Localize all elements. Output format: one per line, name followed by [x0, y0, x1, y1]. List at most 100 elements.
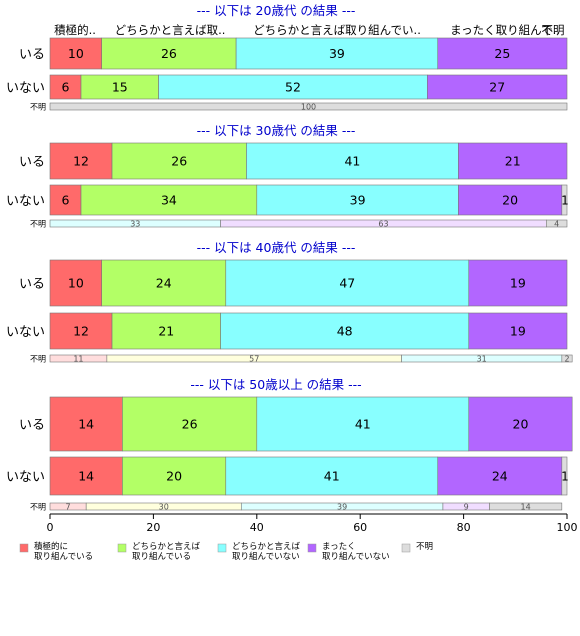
unknown-bar-value-label: 30 [159, 503, 169, 512]
bar-value-label: 26 [161, 46, 177, 61]
bar-segment [225, 259, 470, 307]
bar-segment [101, 259, 227, 307]
bar-value-label: 19 [510, 324, 526, 339]
bar-segment [49, 312, 113, 350]
bar-value-label: 10 [68, 46, 84, 61]
legend-swatch [217, 543, 227, 553]
legend-label: どちらかと言えば [232, 541, 301, 552]
bar-value-label: 47 [339, 276, 355, 291]
unknown-row-label: 不明 [30, 103, 46, 112]
bar-value-label: 26 [171, 154, 187, 169]
bar-value-label: 41 [355, 417, 371, 432]
row-label: いる [19, 48, 45, 63]
unknown-bar-value-label: 63 [378, 220, 388, 229]
row-label: いない [6, 194, 45, 209]
row-label: いる [19, 418, 45, 433]
legend-swatch [401, 543, 411, 553]
header-category-label: 積極的.. [54, 23, 96, 37]
bar-value-label: 1 [561, 194, 569, 208]
legend-label: まったく [322, 542, 356, 552]
bar-segment [468, 312, 568, 350]
unknown-row-label: 不明 [30, 503, 46, 512]
legend-label: どちらかと言えば [132, 541, 201, 552]
bar-value-label: 21 [505, 154, 521, 169]
legend-swatch [117, 543, 127, 553]
x-tick-label: 100 [557, 521, 578, 534]
bar-value-label: 39 [350, 193, 366, 208]
bar-value-label: 1 [561, 470, 569, 484]
group-title: --- 以下は 40歳代 の結果 --- [197, 240, 356, 255]
legend-label: 不明 [416, 542, 433, 552]
bar-segment [101, 37, 237, 70]
unknown-bar-value-label: 100 [301, 103, 316, 112]
bar-value-label: 41 [324, 469, 340, 484]
bar-value-label: 19 [510, 276, 526, 291]
bar-value-label: 20 [502, 193, 518, 208]
bar-segment [561, 456, 568, 496]
bar-value-label: 27 [489, 80, 505, 95]
unknown-bar-segment [489, 502, 563, 511]
unknown-bar-value-label: 7 [66, 503, 71, 512]
bar-segment [111, 142, 247, 180]
bar-value-label: 24 [492, 469, 508, 484]
bar-segment [158, 74, 428, 100]
unknown-bar-value-label: 11 [73, 355, 83, 364]
bar-value-label: 20 [166, 469, 182, 484]
bar-segment [122, 396, 258, 452]
legend-label: 取り組んでいない [322, 551, 390, 562]
unknown-bar-segment [561, 354, 573, 363]
bar-segment [49, 184, 82, 216]
bar-segment [256, 396, 470, 452]
unknown-row-label: 不明 [30, 220, 46, 229]
legend-label: 取り組んでいない [232, 551, 300, 562]
unknown-bar-value-label: 39 [337, 503, 347, 512]
bar-value-label: 6 [62, 193, 70, 208]
bar-segment [220, 312, 470, 350]
bar-segment [80, 74, 159, 100]
header-category-label: まったく取り組んで.. [450, 23, 560, 37]
bar-segment [49, 74, 82, 100]
row-label: いる [19, 155, 45, 170]
unknown-bar-value-label: 31 [477, 355, 487, 364]
bar-segment [468, 396, 573, 452]
bar-segment [49, 396, 123, 452]
bar-segment [49, 259, 103, 307]
bar-segment [561, 184, 568, 216]
x-tick-label: 20 [146, 521, 160, 534]
bar-segment [246, 142, 459, 180]
legend-label: 取り組んでいる [132, 551, 191, 562]
bar-value-label: 52 [285, 80, 301, 95]
bar-segment [49, 142, 113, 180]
row-label: いない [6, 325, 45, 340]
bar-segment [468, 259, 568, 307]
unknown-bar-value-label: 9 [464, 503, 469, 512]
x-tick-label: 40 [250, 521, 264, 534]
legend-swatch [307, 543, 317, 553]
bar-value-label: 21 [158, 324, 174, 339]
bar-value-label: 26 [182, 417, 198, 432]
bar-value-label: 39 [329, 46, 345, 61]
bar-value-label: 24 [156, 276, 172, 291]
header-category-label: どちらかと言えば取り組んでい.. [253, 23, 421, 37]
bar-segment [427, 74, 568, 100]
x-tick-label: 60 [353, 521, 367, 534]
row-label: いない [6, 470, 45, 485]
legend-label: 取り組んでいる [34, 551, 93, 562]
group-title: --- 以下は 30歳代 の結果 --- [197, 123, 356, 138]
bar-value-label: 41 [344, 154, 360, 169]
unknown-bar-segment [49, 102, 568, 111]
bar-value-label: 12 [73, 154, 89, 169]
x-tick-label: 80 [457, 521, 471, 534]
bar-value-label: 14 [78, 469, 94, 484]
legend-swatch [19, 543, 29, 553]
unknown-row-label: 不明 [30, 355, 46, 364]
x-tick-label: 0 [47, 521, 54, 534]
bar-value-label: 10 [68, 276, 84, 291]
row-label: いる [19, 277, 45, 292]
bar-value-label: 34 [161, 193, 177, 208]
bar-segment [437, 456, 563, 496]
unknown-bar-value-label: 14 [521, 503, 531, 512]
unknown-bar-value-label: 33 [130, 220, 140, 229]
bar-value-label: 15 [112, 80, 128, 95]
